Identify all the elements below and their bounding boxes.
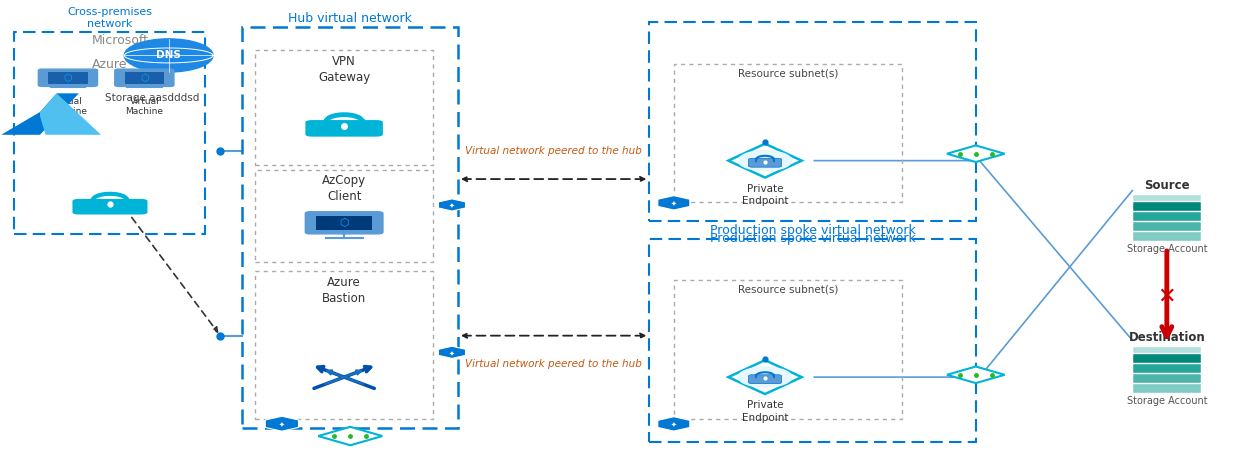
Text: Virtual
Machine: Virtual Machine: [49, 97, 87, 116]
Text: Microsoft: Microsoft: [91, 34, 148, 47]
Text: Private
Endpoint: Private Endpoint: [742, 184, 789, 206]
FancyBboxPatch shape: [1133, 222, 1200, 231]
FancyBboxPatch shape: [305, 119, 383, 137]
Circle shape: [738, 151, 792, 171]
FancyBboxPatch shape: [1133, 354, 1200, 363]
FancyBboxPatch shape: [1133, 202, 1200, 211]
Polygon shape: [947, 367, 1005, 383]
Polygon shape: [439, 346, 466, 358]
Polygon shape: [439, 199, 466, 211]
Text: Virtual network peered to the hub: Virtual network peered to the hub: [465, 359, 641, 369]
FancyBboxPatch shape: [748, 375, 781, 384]
Text: ✦: ✦: [671, 422, 677, 428]
Text: Cross-premises
network: Cross-premises network: [68, 7, 152, 29]
Circle shape: [125, 39, 213, 72]
Text: Resource subnet(s): Resource subnet(s): [738, 69, 838, 79]
FancyBboxPatch shape: [38, 69, 98, 86]
Text: ✦: ✦: [449, 350, 455, 356]
FancyBboxPatch shape: [115, 69, 174, 86]
FancyBboxPatch shape: [1133, 212, 1200, 221]
FancyBboxPatch shape: [48, 72, 88, 84]
Text: Azure: Azure: [91, 58, 127, 71]
Text: Virtual
Machine: Virtual Machine: [125, 97, 163, 116]
Polygon shape: [266, 416, 299, 431]
Polygon shape: [728, 144, 802, 178]
Text: ⬡: ⬡: [64, 73, 72, 83]
Polygon shape: [318, 427, 382, 445]
Text: Hub virtual network: Hub virtual network: [288, 12, 413, 25]
Text: AzCopy
Client: AzCopy Client: [323, 174, 366, 204]
Text: DNS: DNS: [156, 50, 182, 61]
Text: Resource subnet(s): Resource subnet(s): [738, 285, 838, 295]
Text: Azure
Bastion: Azure Bastion: [323, 276, 366, 305]
Circle shape: [738, 367, 792, 387]
Text: Virtual network peered to the hub: Virtual network peered to the hub: [465, 146, 641, 156]
FancyBboxPatch shape: [316, 216, 372, 230]
Text: Storage Account: Storage Account: [1126, 244, 1208, 254]
FancyBboxPatch shape: [1133, 232, 1200, 241]
FancyBboxPatch shape: [1133, 364, 1200, 373]
Text: ✦: ✦: [279, 422, 284, 428]
FancyBboxPatch shape: [1133, 195, 1200, 201]
Text: Production spoke virtual network: Production spoke virtual network: [709, 224, 916, 237]
FancyBboxPatch shape: [1133, 374, 1200, 383]
Polygon shape: [1, 93, 79, 135]
FancyBboxPatch shape: [748, 158, 781, 167]
Polygon shape: [728, 360, 802, 394]
Polygon shape: [947, 145, 1005, 162]
Text: Storage aasdddsd: Storage aasdddsd: [105, 93, 199, 103]
FancyBboxPatch shape: [1133, 347, 1200, 353]
Polygon shape: [658, 417, 690, 431]
FancyBboxPatch shape: [125, 72, 164, 84]
Text: ✦: ✦: [449, 203, 455, 209]
Text: ✕: ✕: [1157, 287, 1177, 307]
Text: Storage Account: Storage Account: [1126, 396, 1208, 405]
FancyBboxPatch shape: [1133, 384, 1200, 393]
Polygon shape: [40, 93, 101, 135]
Text: Destination: Destination: [1128, 331, 1205, 344]
Text: Source: Source: [1145, 179, 1189, 192]
Text: ⬡: ⬡: [339, 218, 349, 228]
FancyBboxPatch shape: [72, 198, 148, 215]
FancyBboxPatch shape: [305, 212, 383, 234]
Text: ✦: ✦: [671, 201, 677, 207]
Text: Private
Endpoint: Private Endpoint: [742, 400, 789, 423]
Text: VPN
Gateway: VPN Gateway: [318, 55, 371, 84]
Text: Production spoke virtual network: Production spoke virtual network: [709, 232, 916, 245]
Text: ⬡: ⬡: [140, 73, 148, 83]
Polygon shape: [658, 196, 690, 210]
